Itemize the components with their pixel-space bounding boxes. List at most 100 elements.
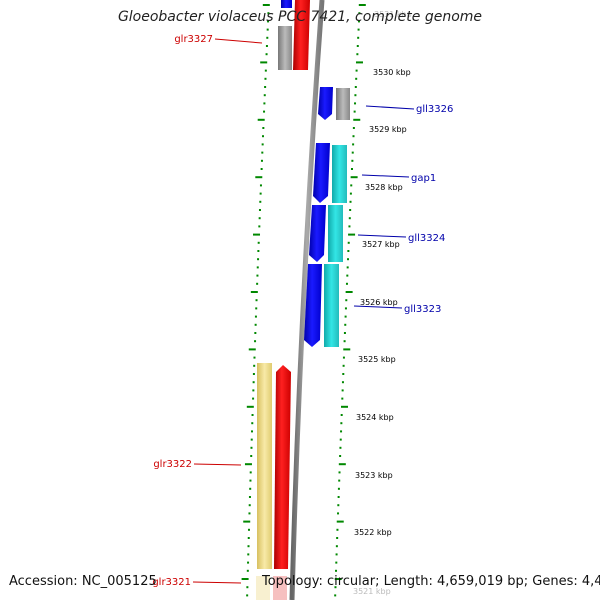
ruler-tick (265, 45, 268, 47)
ruler-tick (247, 545, 250, 548)
gene-gll3324-arrow[interactable] (309, 205, 326, 262)
ruler-tick (241, 578, 249, 580)
ruler-tick (259, 192, 262, 195)
ruler-tick (337, 504, 340, 507)
ruler-tick (341, 389, 344, 392)
ruler-tick (335, 553, 338, 556)
tick-label: 3527 kbp (362, 240, 400, 249)
genome-summary-text: Topology: circular; Length: 4,659,019 bp… (262, 574, 600, 589)
gene-label-gap1[interactable]: gap1 (411, 173, 436, 184)
gene-gll3324-feature (328, 205, 343, 262)
ruler-tick (257, 241, 260, 244)
ruler-tick (358, 4, 366, 6)
ruler-tick (354, 86, 357, 88)
ruler-tick (340, 430, 343, 433)
ruler-tick (251, 430, 254, 433)
ruler-tick (257, 258, 260, 261)
ruler-tick (343, 340, 346, 343)
ruler-tick (253, 233, 261, 236)
ruler-tick (246, 405, 254, 408)
ruler-tick (244, 463, 252, 466)
ruler-tick (246, 569, 249, 572)
ruler-tick (334, 578, 342, 580)
ruler-tick (266, 36, 269, 39)
ruler-tick (252, 373, 255, 375)
ruler-tick (261, 151, 264, 154)
ruler-tick (352, 127, 355, 129)
ruler-tick (346, 274, 349, 277)
ruler-tick (252, 389, 255, 392)
gene-glr3327-arrow[interactable] (293, 0, 310, 70)
gene-gll3326-grey-feature (336, 88, 350, 120)
gene-label-gll3323[interactable]: gll3323 (404, 304, 441, 315)
ruler-tick (253, 364, 256, 367)
ruler-tick (338, 479, 341, 482)
feature-glr3322-block (257, 363, 291, 569)
ruler-tick (354, 102, 357, 105)
ruler-tick (267, 20, 270, 23)
ruler-tick (249, 479, 252, 482)
gene-label-glr3322[interactable]: glr3322 (153, 459, 192, 470)
feature-gll3326-block (318, 87, 350, 120)
ruler-tick (342, 364, 345, 367)
tick-label: 3526 kbp (360, 298, 398, 307)
ruler-tick (334, 594, 337, 597)
ruler-tick (266, 28, 269, 31)
ruler-tick (357, 20, 360, 23)
gene-label-gll3324[interactable]: gll3324 (408, 233, 445, 244)
gene-glr3327-feature (281, 0, 292, 8)
gene-label-glr3327[interactable]: glr3327 (174, 34, 213, 45)
gene-glr3321-feature (256, 576, 270, 600)
gene-labels: glr3327 gll3326 gap1 gll3324 gll3323 glr… (152, 34, 453, 588)
ruler-tick (345, 282, 348, 285)
tick-label: 3530 kbp (373, 68, 411, 77)
gene-label-gll3326[interactable]: gll3326 (416, 104, 453, 115)
ruler-tick (340, 414, 343, 416)
ruler-tick (252, 397, 255, 400)
gene-label-glr3321[interactable]: glr3321 (152, 577, 191, 588)
feature-gll3323-block (304, 264, 339, 347)
kbp-tick-labels: 3531 kbp 3530 kbp 3529 kbp 3528 kbp 3527… (353, 10, 412, 596)
ruler-tick (338, 463, 346, 466)
ruler-tick (248, 496, 251, 498)
gene-glr3322-arrow[interactable] (274, 365, 291, 569)
ruler-tick (347, 241, 350, 244)
ruler-tick (254, 340, 257, 343)
ruler-tick (246, 594, 249, 597)
ruler-tick (347, 258, 350, 261)
ruler-tick (250, 446, 253, 449)
ruler-tick (255, 176, 263, 179)
tick-label: 3525 kbp (358, 355, 396, 364)
ruler-tick (336, 528, 339, 531)
ruler-tick (336, 537, 339, 539)
ruler-tick (357, 28, 360, 31)
ruler-tick (358, 12, 361, 15)
ruler-tick (344, 323, 347, 326)
ruler-tick (353, 118, 361, 121)
ruler-tick (335, 569, 338, 572)
tick-label: 3531 kbp (374, 10, 412, 19)
gene-gap1-feature (332, 145, 347, 203)
ruler-tick (355, 61, 363, 64)
ruler-tick (356, 45, 359, 47)
ruler-tick (336, 520, 344, 523)
ruler-tick (350, 168, 353, 170)
ruler-tick (263, 94, 266, 97)
ruler-tick (346, 266, 349, 269)
leader-line (353, 305, 403, 309)
gene-gll3323-arrow[interactable] (304, 264, 322, 347)
ruler-tick (254, 315, 257, 318)
ruler-tick (338, 471, 341, 474)
gene-gap1-arrow[interactable] (313, 143, 330, 203)
gene-gll3326-arrow[interactable] (318, 87, 333, 120)
ruler-tick (260, 61, 268, 64)
gene-glr3321-arrow[interactable] (273, 576, 287, 600)
gene-glr3327-grey-feature (278, 26, 292, 70)
ruler-tick (349, 200, 352, 203)
ruler-tick (247, 537, 250, 539)
ruler-tick (248, 512, 251, 515)
ruler-tick (251, 414, 254, 416)
ruler-tick (354, 94, 357, 97)
